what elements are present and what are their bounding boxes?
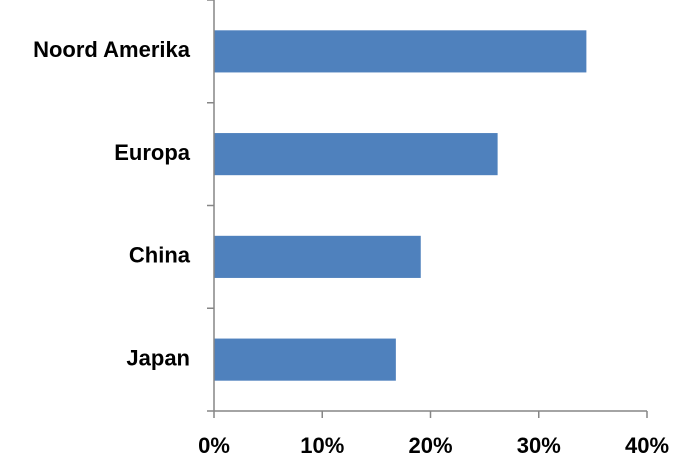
category-label: China [129, 243, 191, 268]
x-tick-labels: 0% 10% 20% 30% 40% [198, 433, 669, 458]
x-tick-label: 10% [300, 433, 344, 458]
x-tick-label: 20% [408, 433, 452, 458]
bar-europa [214, 133, 498, 176]
bar-noord-amerika [214, 30, 587, 73]
x-tick-label: 40% [625, 433, 669, 458]
x-tick-label: 30% [517, 433, 561, 458]
bar-japan [214, 338, 396, 381]
axes-group [207, 0, 648, 418]
x-tick-label: 0% [198, 433, 230, 458]
category-label: Japan [126, 345, 190, 370]
bars-group [214, 30, 587, 381]
category-label: Noord Amerika [33, 37, 191, 62]
bar-china [214, 235, 421, 278]
category-label: Europa [114, 140, 191, 165]
category-labels: Noord Amerika Europa China Japan [33, 37, 191, 370]
